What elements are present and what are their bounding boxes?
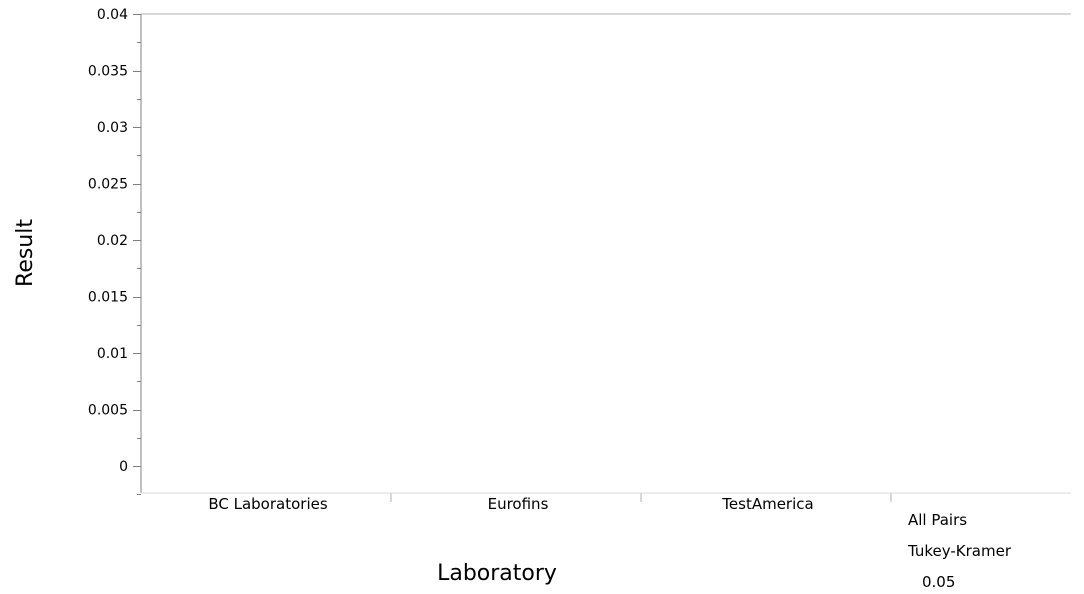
- comparison-pairs-label: All Pairs: [908, 511, 968, 529]
- comparison-method-label: Tukey-Kramer: [908, 542, 1012, 560]
- x-axis-title: Laboratory: [437, 561, 557, 586]
- y-tick-label: 0.015: [88, 290, 128, 306]
- x-axis: BC Laboratories Eurofins TestAmerica: [208, 493, 892, 513]
- y-tick-label: 0: [119, 459, 128, 475]
- y-axis: 0 0.005 0.01 0.015 0.02 0.025 0.03 0.035 0.04: [88, 7, 142, 495]
- x-category-label: Eurofins: [488, 495, 549, 513]
- y-axis-title: Result: [13, 219, 38, 287]
- y-tick-label: 0.035: [88, 64, 128, 80]
- plot-frame: [141, 13, 1071, 494]
- y-tick-label: 0.03: [97, 120, 128, 136]
- x-category-label: BC Laboratories: [208, 495, 327, 513]
- comparison-alpha-label: 0.05: [922, 573, 956, 591]
- y-tick-label: 0.02: [97, 233, 128, 249]
- y-tick-label: 0.025: [88, 177, 128, 193]
- y-tick-label: 0.01: [97, 346, 128, 362]
- x-category-label: TestAmerica: [721, 495, 813, 513]
- y-tick-label: 0.005: [88, 403, 128, 419]
- y-tick-label: 0.04: [97, 7, 128, 23]
